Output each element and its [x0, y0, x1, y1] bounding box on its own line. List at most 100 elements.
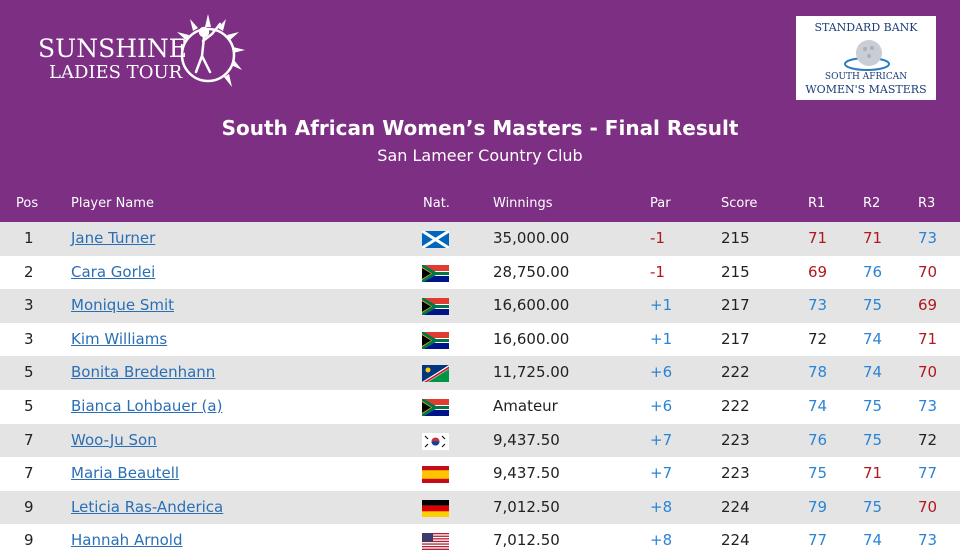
- par-cell: +7: [650, 430, 673, 449]
- round-1-cell: 73: [808, 296, 828, 315]
- header-banner: SUNSHINE LADIES TOUR STANDARD BANK SOUTH…: [0, 0, 960, 222]
- round-2-cell: 75: [863, 430, 883, 449]
- table-row: 3 Monique Smit 16,600.00 +1 217 73 75 69: [0, 289, 960, 323]
- position-cell: 2: [24, 262, 34, 281]
- score-cell: 222: [721, 363, 750, 382]
- winnings-cell: Amateur: [493, 396, 558, 415]
- winnings-cell: 7,012.50: [493, 497, 560, 516]
- col-header-player[interactable]: Player Name: [71, 196, 154, 211]
- score-cell: 215: [721, 262, 750, 281]
- col-header-r3[interactable]: R3: [918, 196, 936, 211]
- round-1-cell: 77: [808, 531, 828, 550]
- player-name-link[interactable]: Woo-Ju Son: [71, 430, 157, 449]
- scotland-flag-icon: [422, 231, 449, 248]
- sunshine-ladies-tour-logo[interactable]: SUNSHINE LADIES TOUR: [38, 14, 248, 104]
- sun-golfer-icon: [177, 14, 245, 87]
- winnings-cell: 9,437.50: [493, 464, 560, 483]
- round-3-cell: 71: [918, 329, 938, 348]
- round-1-cell: 69: [808, 262, 828, 281]
- round-2-cell: 75: [863, 497, 883, 516]
- south-korea-flag-icon: [422, 432, 449, 450]
- round-1-cell: 71: [808, 229, 828, 247]
- south-africa-flag-icon: [422, 298, 449, 316]
- table-header: Pos Player Name Nat. Winnings Par Score …: [0, 196, 960, 216]
- round-3-cell: 73: [918, 396, 938, 415]
- col-header-nat[interactable]: Nat.: [423, 196, 450, 211]
- winnings-cell: 28,750.00: [493, 262, 570, 281]
- par-cell: -1: [650, 229, 665, 247]
- player-name-link[interactable]: Leticia Ras-Anderica: [71, 497, 224, 516]
- player-name-link[interactable]: Hannah Arnold: [71, 531, 183, 550]
- player-name-link[interactable]: Bonita Bredenhann: [71, 363, 216, 382]
- germany-flag-icon: [422, 499, 449, 517]
- round-3-cell: 73: [918, 229, 938, 247]
- results-table: 1 Jane Turner 35,000.00 -1 215 71 71 73 2 Cara Go…: [0, 222, 960, 558]
- table-row: 9 Leticia Ras-Anderica 7,012.50 +8 224 79 75 70: [0, 490, 960, 525]
- score-cell: 223: [721, 464, 750, 483]
- round-3-cell: 69: [918, 296, 938, 315]
- player-name-link[interactable]: Cara Gorlei: [71, 262, 156, 281]
- col-header-r2[interactable]: R2: [863, 196, 881, 211]
- table-row: 9 Hannah Arnold 7,012.50 +8 224 77 74 73: [0, 524, 960, 558]
- round-2-cell: 74: [863, 531, 883, 550]
- round-1-cell: 78: [808, 363, 828, 382]
- score-cell: 217: [721, 296, 750, 315]
- spain-flag-icon: [422, 466, 449, 484]
- south-africa-flag-icon: [422, 264, 449, 282]
- sponsor-logo[interactable]: STANDARD BANK SOUTH AFRICAN WOMEN'S MAST…: [796, 16, 936, 100]
- round-1-cell: 74: [808, 396, 828, 415]
- sponsor-name: STANDARD BANK: [814, 21, 918, 34]
- table-row: 3 Kim Williams 16,600.00 +1 217 72 74 71: [0, 323, 960, 357]
- player-name-link[interactable]: Bianca Lohbauer (a): [71, 396, 223, 415]
- par-cell: +7: [650, 464, 673, 483]
- usa-flag-icon: [422, 533, 449, 551]
- par-cell: +8: [650, 531, 673, 550]
- winnings-cell: 9,437.50: [493, 430, 560, 449]
- position-cell: 7: [24, 464, 34, 483]
- round-3-cell: 73: [918, 531, 938, 550]
- col-header-score[interactable]: Score: [721, 196, 758, 211]
- player-name-link[interactable]: Maria Beautell: [71, 464, 180, 483]
- logo-text-ladies-tour: LADIES TOUR: [49, 62, 183, 83]
- position-cell: 9: [24, 497, 34, 516]
- winnings-cell: 16,600.00: [493, 329, 570, 348]
- position-cell: 9: [24, 531, 34, 550]
- table-row: 7 Woo-Ju Son 9,437.50 +7 223 76 75 72: [0, 423, 960, 458]
- score-cell: 222: [721, 396, 750, 415]
- sponsor-line-2: WOMEN'S MASTERS: [805, 83, 927, 96]
- position-cell: 3: [24, 329, 34, 348]
- namibia-flag-icon: [422, 365, 449, 383]
- winnings-cell: 35,000.00: [493, 229, 570, 247]
- score-cell: 223: [721, 430, 750, 449]
- south-africa-flag-icon: [422, 331, 449, 349]
- score-cell: 217: [721, 329, 750, 348]
- winnings-cell: 11,725.00: [493, 363, 570, 382]
- table-row: 5 Bonita Bredenhann 11,725.00 +6 222 78 74 70: [0, 356, 960, 390]
- col-header-par[interactable]: Par: [650, 196, 671, 211]
- position-cell: 1: [24, 229, 34, 247]
- position-cell: 5: [24, 363, 34, 382]
- player-name-link[interactable]: Kim Williams: [71, 329, 168, 348]
- round-2-cell: 71: [863, 229, 883, 247]
- round-1-cell: 79: [808, 497, 828, 516]
- score-cell: 215: [721, 229, 750, 247]
- col-header-r1[interactable]: R1: [808, 196, 826, 211]
- round-2-cell: 76: [863, 262, 883, 281]
- round-3-cell: 72: [918, 430, 938, 449]
- par-cell: -1: [650, 262, 665, 281]
- table-row: 7 Maria Beautell 9,437.50 +7 223 75 71 77: [0, 457, 960, 491]
- table-row: 5 Bianca Lohbauer (a) Amateur +6 222 74 75 73: [0, 390, 960, 424]
- logo-text-sunshine: SUNSHINE: [38, 34, 187, 63]
- col-header-pos[interactable]: Pos: [16, 196, 39, 211]
- position-cell: 5: [24, 396, 34, 415]
- page-subtitle: San Lameer Country Club: [377, 146, 583, 165]
- position-cell: 7: [24, 430, 34, 449]
- table-row: 1 Jane Turner 35,000.00 -1 215 71 71 73: [0, 222, 960, 256]
- round-1-cell: 75: [808, 464, 828, 483]
- par-cell: +1: [650, 329, 673, 348]
- player-name-link[interactable]: Monique Smit: [71, 296, 175, 315]
- player-name-link[interactable]: Jane Turner: [71, 229, 156, 247]
- round-2-cell: 75: [863, 296, 883, 315]
- par-cell: +6: [650, 396, 673, 415]
- col-header-winnings[interactable]: Winnings: [493, 196, 553, 211]
